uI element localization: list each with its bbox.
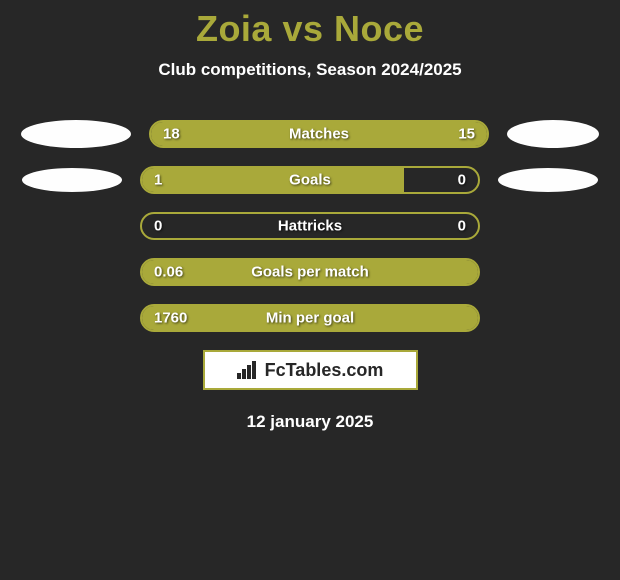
left-ellipse bbox=[21, 120, 131, 148]
right-ellipse bbox=[498, 168, 598, 192]
stat-right-value: 0 bbox=[458, 218, 466, 235]
left-ellipse bbox=[22, 168, 122, 192]
stat-right-value: 15 bbox=[458, 126, 475, 143]
stat-label: Matches bbox=[289, 126, 349, 143]
stat-bar: 0.06 Goals per match bbox=[140, 258, 480, 286]
stat-row: 0.06 Goals per match bbox=[0, 258, 620, 286]
stat-left-value: 1 bbox=[154, 172, 162, 189]
date-text: 12 january 2025 bbox=[0, 412, 620, 432]
stat-row: 18 Matches 15 bbox=[0, 120, 620, 148]
stat-label: Hattricks bbox=[278, 218, 342, 235]
stat-row: 0 Hattricks 0 bbox=[0, 212, 620, 240]
stat-left-value: 0.06 bbox=[154, 264, 183, 281]
stat-bar: 1 Goals 0 bbox=[140, 166, 480, 194]
logo-box: FcTables.com bbox=[203, 350, 418, 390]
stat-bar: 0 Hattricks 0 bbox=[140, 212, 480, 240]
subtitle: Club competitions, Season 2024/2025 bbox=[0, 60, 620, 80]
stat-right-value: 0 bbox=[458, 172, 466, 189]
stat-bar: 18 Matches 15 bbox=[149, 120, 489, 148]
stat-row: 1 Goals 0 bbox=[0, 166, 620, 194]
page-title: Zoia vs Noce bbox=[0, 0, 620, 50]
stat-left-value: 1760 bbox=[154, 310, 187, 327]
stat-label: Min per goal bbox=[266, 310, 354, 327]
stat-row: 1760 Min per goal bbox=[0, 304, 620, 332]
stat-left-value: 0 bbox=[154, 218, 162, 235]
stats-container: 18 Matches 15 1 Goals 0 0 Hattricks 0 0.06 Goals p… bbox=[0, 120, 620, 332]
stat-bar: 1760 Min per goal bbox=[140, 304, 480, 332]
stat-left-value: 18 bbox=[163, 126, 180, 143]
logo-text: FcTables.com bbox=[265, 360, 384, 381]
right-ellipse bbox=[507, 120, 599, 148]
stat-label: Goals per match bbox=[251, 264, 369, 281]
stat-label: Goals bbox=[289, 172, 331, 189]
chart-icon bbox=[237, 361, 259, 379]
